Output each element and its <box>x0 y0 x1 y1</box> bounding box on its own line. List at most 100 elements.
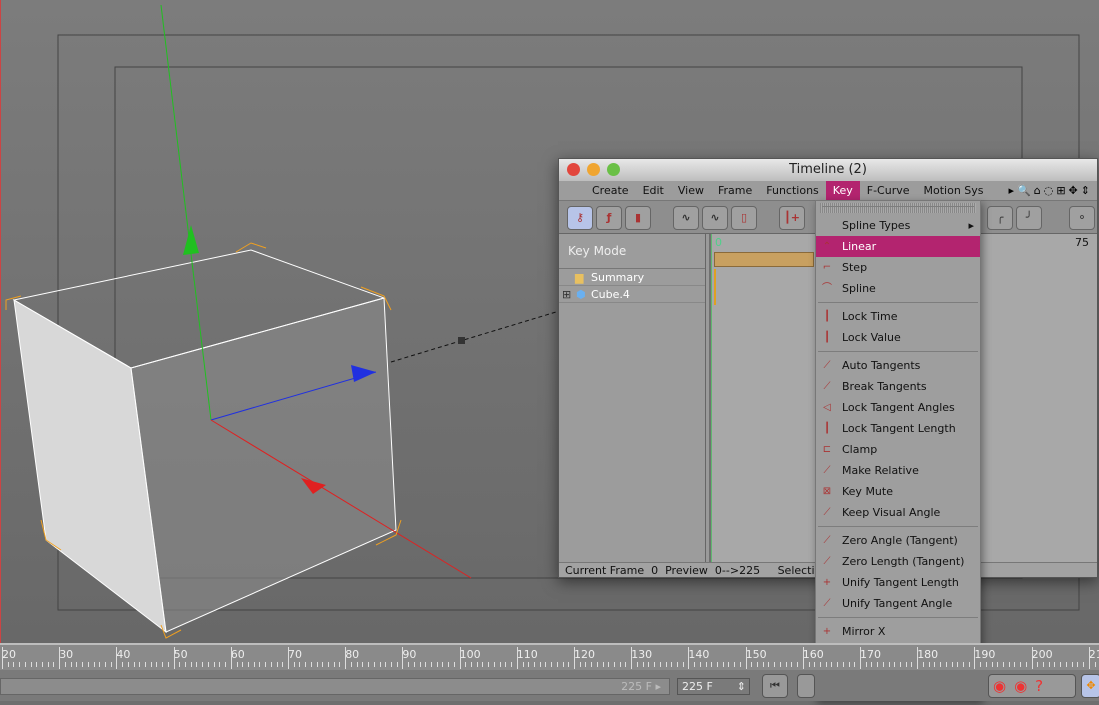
tangent-curve-button[interactable]: ╭ <box>987 206 1013 230</box>
add-key-button[interactable]: ┃+ <box>779 206 805 230</box>
go-to-start-button[interactable]: ⏮ <box>762 674 788 698</box>
previous-key-button[interactable] <box>797 674 815 698</box>
close-button[interactable] <box>567 163 580 176</box>
menu-item-make-relative[interactable]: ⟋ Make Relative <box>816 460 980 481</box>
ruler-tick <box>757 662 759 667</box>
menu-key[interactable]: Key <box>825 180 860 201</box>
menu-frame[interactable]: Frame <box>717 183 753 197</box>
frame-selected-button[interactable]: ∿ <box>702 206 728 230</box>
object-panel: Key Mode ▆ Summary ⊞ ⬢ Cube.4 <box>559 234 706 564</box>
ruler-tick <box>362 662 364 667</box>
ruler-tick <box>819 662 821 667</box>
menu-item-unify-tangent-length[interactable]: + Unify Tangent Length <box>816 572 980 593</box>
stepper-icon[interactable]: ⇕ <box>736 680 746 693</box>
ease-curve-button[interactable]: ╯ <box>1016 206 1042 230</box>
menu-item-lock-time[interactable]: ┃ Lock Time <box>816 306 980 327</box>
ruler-tick <box>242 662 244 667</box>
ruler-tick <box>694 662 696 667</box>
timeline-ruler[interactable]: 20 30 40 50 60 70 80 90 100 110 120 130 140 150 160 170… <box>0 643 1099 670</box>
key-mode-button[interactable]: ⚷ <box>567 206 593 230</box>
move-tool-button[interactable]: ✥ <box>1081 674 1099 698</box>
ruler-tick <box>1037 662 1039 667</box>
ruler-tick <box>402 647 404 669</box>
ruler-tick <box>1088 647 1090 669</box>
menu-f-curve[interactable]: F-Curve <box>866 183 910 197</box>
menu-motion-system[interactable]: Motion Sys <box>923 183 984 197</box>
menu-item-spline[interactable]: ⌒ Spline <box>816 278 980 299</box>
ruler-tick <box>316 662 318 667</box>
ruler-tick <box>476 662 478 667</box>
ruler-tick <box>116 647 118 669</box>
ruler-tick <box>762 662 764 667</box>
record-buttons[interactable]: ◉◉? <box>988 674 1076 698</box>
ruler-tick <box>636 662 638 667</box>
frame-range-button[interactable]: ▯ <box>731 206 757 230</box>
expand-icon[interactable]: ⊞ <box>562 288 572 301</box>
menu-create[interactable]: Create <box>592 183 629 197</box>
menu-item-clamp[interactable]: ⊏ Clamp <box>816 439 980 460</box>
menu-item-zero-angle-tangent[interactable]: ⟋ Zero Angle (Tangent) <box>816 530 980 551</box>
menu-separator <box>816 299 980 306</box>
ruler-tick <box>654 662 656 667</box>
ruler-tick <box>305 662 307 667</box>
ruler-tick <box>219 662 221 667</box>
menu-item-lock-value[interactable]: ┃ Lock Value <box>816 327 980 348</box>
ruler-tick <box>47 662 49 667</box>
motion-mode-button[interactable]: ▮ <box>625 206 651 230</box>
menu-item-step[interactable]: ⌐ Step <box>816 257 980 278</box>
navigation-icons[interactable]: ▸🔍⌂◌⊞✥⇕ <box>1008 184 1093 197</box>
ruler-tick <box>888 662 890 667</box>
ruler-tick <box>53 662 55 667</box>
menu-view[interactable]: View <box>677 183 704 197</box>
ruler-tick <box>854 662 856 667</box>
ruler-tick <box>1071 662 1073 667</box>
ruler-tick <box>728 662 730 667</box>
ruler-tick <box>608 662 610 667</box>
ruler-tick <box>127 662 129 667</box>
minimize-button[interactable] <box>587 163 600 176</box>
ruler-tick <box>408 662 410 667</box>
tangent-tool-button[interactable]: ⚬ <box>1069 206 1095 230</box>
ruler-tick <box>350 662 352 667</box>
ruler-tick <box>665 662 667 667</box>
frame-range-slider[interactable]: 225 F ▸ <box>0 678 670 695</box>
current-time-marker[interactable] <box>709 234 712 564</box>
ruler-tick <box>648 662 650 667</box>
menu-tearoff[interactable] <box>820 203 976 213</box>
menu-item-spline-types[interactable]: Spline Types ▸ <box>816 215 980 236</box>
menu-item-break-tangents[interactable]: ⟋ Break Tangents <box>816 376 980 397</box>
menu-item-keep-visual-angle[interactable]: ⟋ Keep Visual Angle <box>816 502 980 523</box>
end-frame-field[interactable]: 225 F ⇕ <box>677 678 750 695</box>
menu-item-mirror-x[interactable]: + Mirror X <box>816 621 980 642</box>
menu-item-lock-tangent-angles[interactable]: ◁ Lock Tangent Angles <box>816 397 980 418</box>
menu-item-zero-length-tangent[interactable]: ⟋ Zero Length (Tangent) <box>816 551 980 572</box>
ruler-tick-label: 80 <box>345 648 360 661</box>
ruler-tick <box>533 662 535 667</box>
menu-item-auto-tangents[interactable]: ⟋ Auto Tangents <box>816 355 980 376</box>
ruler-tick <box>539 662 541 667</box>
ruler-tick <box>768 662 770 667</box>
menu-item-unify-tangent-angle[interactable]: ⟋ Unify Tangent Angle <box>816 593 980 614</box>
tree-row-cube[interactable]: ⊞ ⬢ Cube.4 <box>559 286 705 303</box>
tree-row-summary[interactable]: ▆ Summary <box>559 269 705 286</box>
ruler-tick <box>36 662 38 667</box>
ruler-tick <box>2 647 3 669</box>
zoom-button[interactable] <box>607 163 620 176</box>
frame-all-button[interactable]: ∿ <box>673 206 699 230</box>
ruler-tick <box>276 662 278 667</box>
ruler-tick <box>522 662 524 667</box>
ruler-tick <box>310 662 312 667</box>
ruler-tick <box>396 662 398 667</box>
menu-item-key-mute[interactable]: ⊠ Key Mute <box>816 481 980 502</box>
playback-bar: 225 F ▸ 225 F ⇕ ⏮ ◉◉? ✥ <box>0 670 1099 701</box>
menu-edit[interactable]: Edit <box>642 183 664 197</box>
menu-item-lock-tangent-length[interactable]: ┃ Lock Tangent Length <box>816 418 980 439</box>
keyframe-start[interactable] <box>714 269 716 305</box>
ruler-tick <box>299 662 301 667</box>
title-bar[interactable]: Timeline (2) <box>559 159 1097 181</box>
ruler-tick <box>202 662 204 667</box>
menu-item-linear[interactable]: ⌃ Linear <box>816 236 980 257</box>
menu-functions[interactable]: Functions <box>766 183 819 197</box>
f-curve-mode-button[interactable]: ƒ <box>596 206 622 230</box>
summary-key-range[interactable] <box>714 252 814 267</box>
